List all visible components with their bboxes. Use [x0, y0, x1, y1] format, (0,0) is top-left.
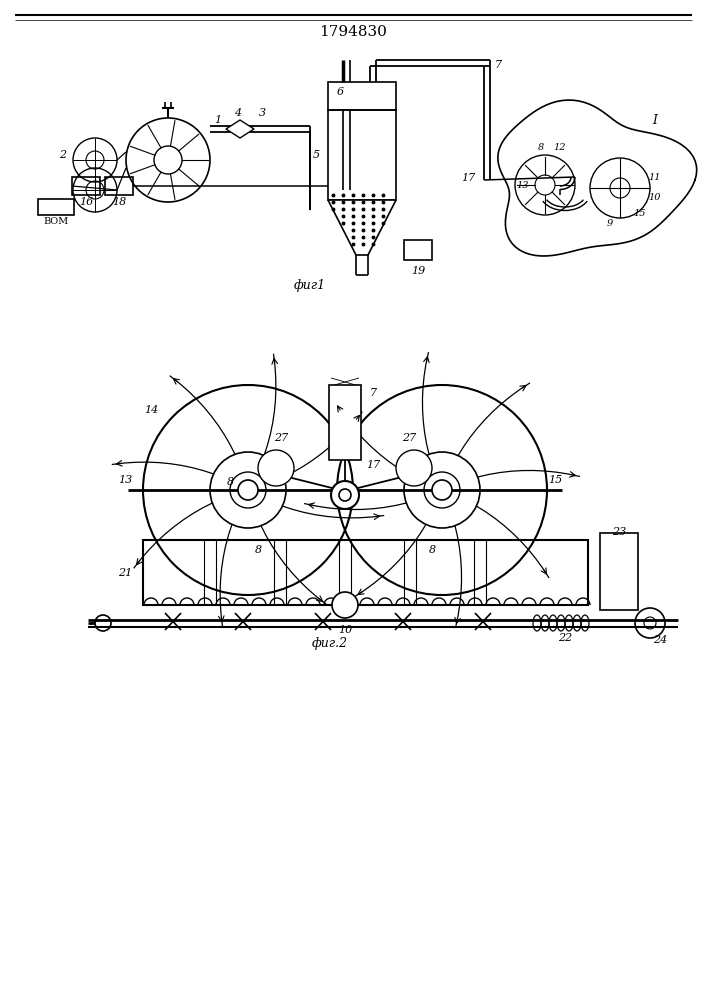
Text: 7: 7 — [494, 60, 501, 70]
Text: 11: 11 — [649, 174, 661, 182]
Text: I: I — [653, 113, 658, 126]
Text: 14: 14 — [144, 405, 158, 415]
Text: 1: 1 — [214, 115, 221, 125]
Circle shape — [331, 481, 359, 509]
Text: 10: 10 — [338, 625, 352, 635]
Text: 1794830: 1794830 — [319, 25, 387, 39]
Text: 24: 24 — [653, 635, 667, 645]
Text: 17: 17 — [461, 173, 475, 183]
Polygon shape — [328, 200, 396, 255]
Text: 16: 16 — [79, 197, 93, 207]
Circle shape — [396, 450, 432, 486]
Text: 7: 7 — [370, 388, 377, 398]
Text: 9: 9 — [607, 219, 613, 228]
Text: 27: 27 — [274, 433, 288, 443]
Text: 13: 13 — [517, 180, 530, 190]
Text: 8: 8 — [428, 545, 436, 555]
Bar — [105, 177, 133, 195]
Text: 15: 15 — [548, 475, 562, 485]
Bar — [143, 540, 588, 605]
Text: фиг1: фиг1 — [294, 278, 326, 292]
Text: 3: 3 — [259, 108, 266, 118]
Circle shape — [332, 592, 358, 618]
Text: 27: 27 — [402, 433, 416, 443]
Polygon shape — [226, 120, 254, 138]
Text: 13: 13 — [118, 475, 132, 485]
Text: 2: 2 — [59, 150, 66, 160]
Text: 12: 12 — [554, 142, 566, 151]
Text: 10: 10 — [649, 194, 661, 202]
Text: 5: 5 — [312, 150, 320, 160]
Bar — [328, 82, 396, 110]
Bar — [329, 385, 361, 460]
Text: ВОМ: ВОМ — [43, 218, 69, 227]
Bar — [328, 110, 396, 200]
Bar — [404, 240, 432, 260]
Text: 17: 17 — [366, 460, 380, 470]
Text: 22: 22 — [558, 633, 572, 643]
Circle shape — [258, 450, 294, 486]
Text: 8: 8 — [255, 545, 262, 555]
Text: 15: 15 — [633, 209, 646, 218]
Circle shape — [339, 489, 351, 501]
Circle shape — [238, 480, 258, 500]
Text: 4: 4 — [235, 108, 242, 118]
Text: 8: 8 — [226, 477, 233, 487]
Text: 19: 19 — [411, 266, 425, 276]
Text: фиг.2: фиг.2 — [312, 637, 348, 650]
Text: 8: 8 — [538, 142, 544, 151]
Text: 6: 6 — [337, 87, 344, 97]
Bar — [72, 177, 100, 195]
Bar — [600, 533, 638, 610]
Text: 21: 21 — [118, 568, 132, 578]
Bar — [38, 199, 74, 215]
Text: 18: 18 — [112, 197, 126, 207]
Circle shape — [432, 480, 452, 500]
Text: 23: 23 — [612, 527, 626, 537]
